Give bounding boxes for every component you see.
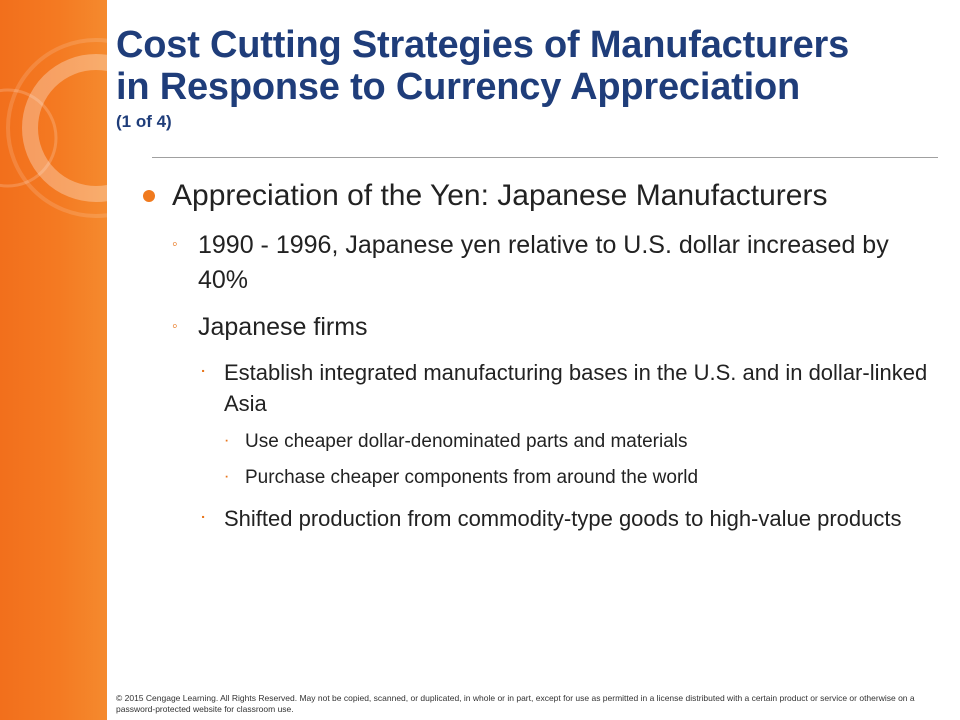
slide-title: Cost Cutting Strategies of Manufacturers…	[116, 24, 936, 108]
slide-title-block: Cost Cutting Strategies of Manufacturers…	[116, 24, 936, 132]
bullet-item: ⠂ Establish integrated manufacturing bas…	[140, 357, 940, 419]
dot-bullet-icon: ⠂	[200, 364, 211, 380]
title-divider	[152, 157, 938, 158]
circle-bullet-icon: ◦	[172, 318, 178, 335]
dot-bullet-icon: ⠂	[200, 510, 211, 526]
title-line-2: in Response to Currency Appreciation	[116, 66, 800, 108]
bullet-text: Japanese firms	[198, 313, 368, 341]
decorative-sidebar	[0, 0, 107, 720]
dot-bullet-icon: ⠂	[224, 471, 233, 485]
dot-bullet-icon: ⠂	[224, 435, 233, 449]
bullet-item: ⠂ Shifted production from commodity-type…	[140, 503, 940, 534]
slide-part-indicator: (1 of 4)	[116, 112, 172, 131]
circle-bullet-icon: ◦	[172, 236, 178, 253]
bullet-text: 1990 - 1996, Japanese yen relative to U.…	[198, 231, 889, 294]
bullet-item: ⠂ Purchase cheaper components from aroun…	[140, 465, 940, 491]
bullet-item: Appreciation of the Yen: Japanese Manufa…	[140, 176, 940, 216]
bullet-text: Purchase cheaper components from around …	[245, 467, 699, 488]
title-line-1: Cost Cutting Strategies of Manufacturers	[116, 24, 850, 66]
decorative-circles-graphic	[0, 38, 107, 218]
bullet-text: Use cheaper dollar-denominated parts and…	[245, 431, 688, 452]
filled-circle-bullet-icon	[143, 190, 155, 202]
bullet-item: ◦ 1990 - 1996, Japanese yen relative to …	[140, 228, 940, 298]
bullet-text: Shifted production from commodity-type g…	[224, 506, 902, 531]
bullet-item: ◦ Japanese firms	[140, 310, 940, 345]
bullet-text: Establish integrated manufacturing bases…	[224, 360, 928, 416]
slide-body: Appreciation of the Yen: Japanese Manufa…	[140, 170, 940, 534]
bullet-item: ⠂ Use cheaper dollar-denominated parts a…	[140, 429, 940, 455]
copyright-footer: © 2015 Cengage Learning. All Rights Rese…	[116, 693, 915, 714]
bullet-text: Appreciation of the Yen: Japanese Manufa…	[172, 179, 828, 212]
